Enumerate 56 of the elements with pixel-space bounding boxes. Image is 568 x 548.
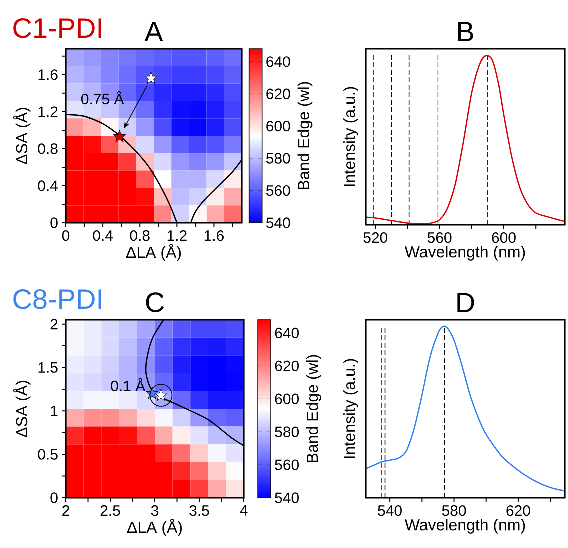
y-tick-label: 0.5: [38, 449, 58, 460]
y-tick-label: 0.4: [38, 180, 58, 192]
color-bar-label: 540: [266, 218, 290, 228]
y-tick-label: 0: [50, 218, 58, 228]
x-tick-label: 1.6: [204, 230, 224, 242]
chart-title: C: [146, 292, 164, 312]
x-tick-label: 620: [506, 506, 530, 516]
color-bar-label: 560: [266, 185, 290, 196]
y-axis-title: ΔSA (Å): [13, 381, 31, 438]
y-axis-title: Intensity (a.u.): [344, 87, 358, 186]
color-bar-label: 620: [275, 360, 300, 372]
y-tick-label: 2: [50, 319, 58, 330]
y-tick-label: 0: [50, 492, 58, 504]
color-bar-label: 580: [266, 153, 290, 164]
x-tick-label: 0: [62, 230, 70, 242]
color-bar-title: Band Edge (wl): [298, 82, 313, 190]
x-tick-label: 4: [240, 506, 248, 516]
x-axis-title: Wavelength (nm): [404, 246, 526, 261]
chart-title: D: [458, 293, 474, 312]
color-bar-label: 620: [266, 88, 290, 100]
annotation: 0.75 Å: [81, 91, 124, 105]
y-axis-title: Intensity (a.u.): [344, 359, 358, 458]
x-axis-title: ΔLA (Å): [127, 519, 182, 536]
x-tick-label: 3.5: [190, 506, 210, 516]
x-axis-title: ΔLA (Å): [126, 244, 182, 262]
color-bar-label: 640: [275, 328, 300, 338]
x-tick-label: 560: [428, 232, 452, 244]
annotation: 0.1 Å: [111, 378, 146, 392]
x-axis-title: Wavelength (nm): [404, 519, 526, 534]
x-tick-label: 0.8: [130, 230, 150, 242]
x-tick-label: 1.2: [168, 230, 187, 241]
y-tick-label: 0.8: [38, 144, 58, 154]
color-bar-label: 640: [266, 56, 290, 68]
color-bar-label: 540: [275, 492, 300, 504]
x-tick-label: 2.5: [100, 506, 120, 516]
x-tick-label: 3: [151, 506, 159, 516]
color-bar-label: 560: [275, 460, 300, 470]
y-axis-title: ΔSA (Å): [13, 108, 31, 164]
color-bar-title: Band Edge (wl): [306, 355, 322, 462]
chart-title: B: [458, 22, 474, 42]
chart-subtitle: C1-PDI: [14, 18, 102, 38]
x-tick-label: 580: [442, 506, 466, 516]
x-tick-label: 600: [492, 232, 516, 244]
x-tick-label: 2: [62, 506, 70, 516]
x-tick-label: 540: [378, 506, 402, 516]
chart-title: A: [144, 22, 164, 42]
y-tick-label: 1.5: [38, 362, 58, 373]
color-bar-label: 600: [275, 394, 300, 404]
color-bar-label: 580: [275, 426, 300, 438]
x-tick-label: 520: [364, 232, 388, 244]
y-tick-label: 1.6: [38, 70, 58, 80]
x-tick-label: 0.4: [93, 230, 114, 242]
y-tick-label: 1: [51, 406, 58, 416]
y-tick-label: 1.2: [38, 106, 58, 118]
chart-subtitle: C8-PDI: [14, 289, 102, 310]
color-bar-label: 600: [266, 121, 290, 132]
